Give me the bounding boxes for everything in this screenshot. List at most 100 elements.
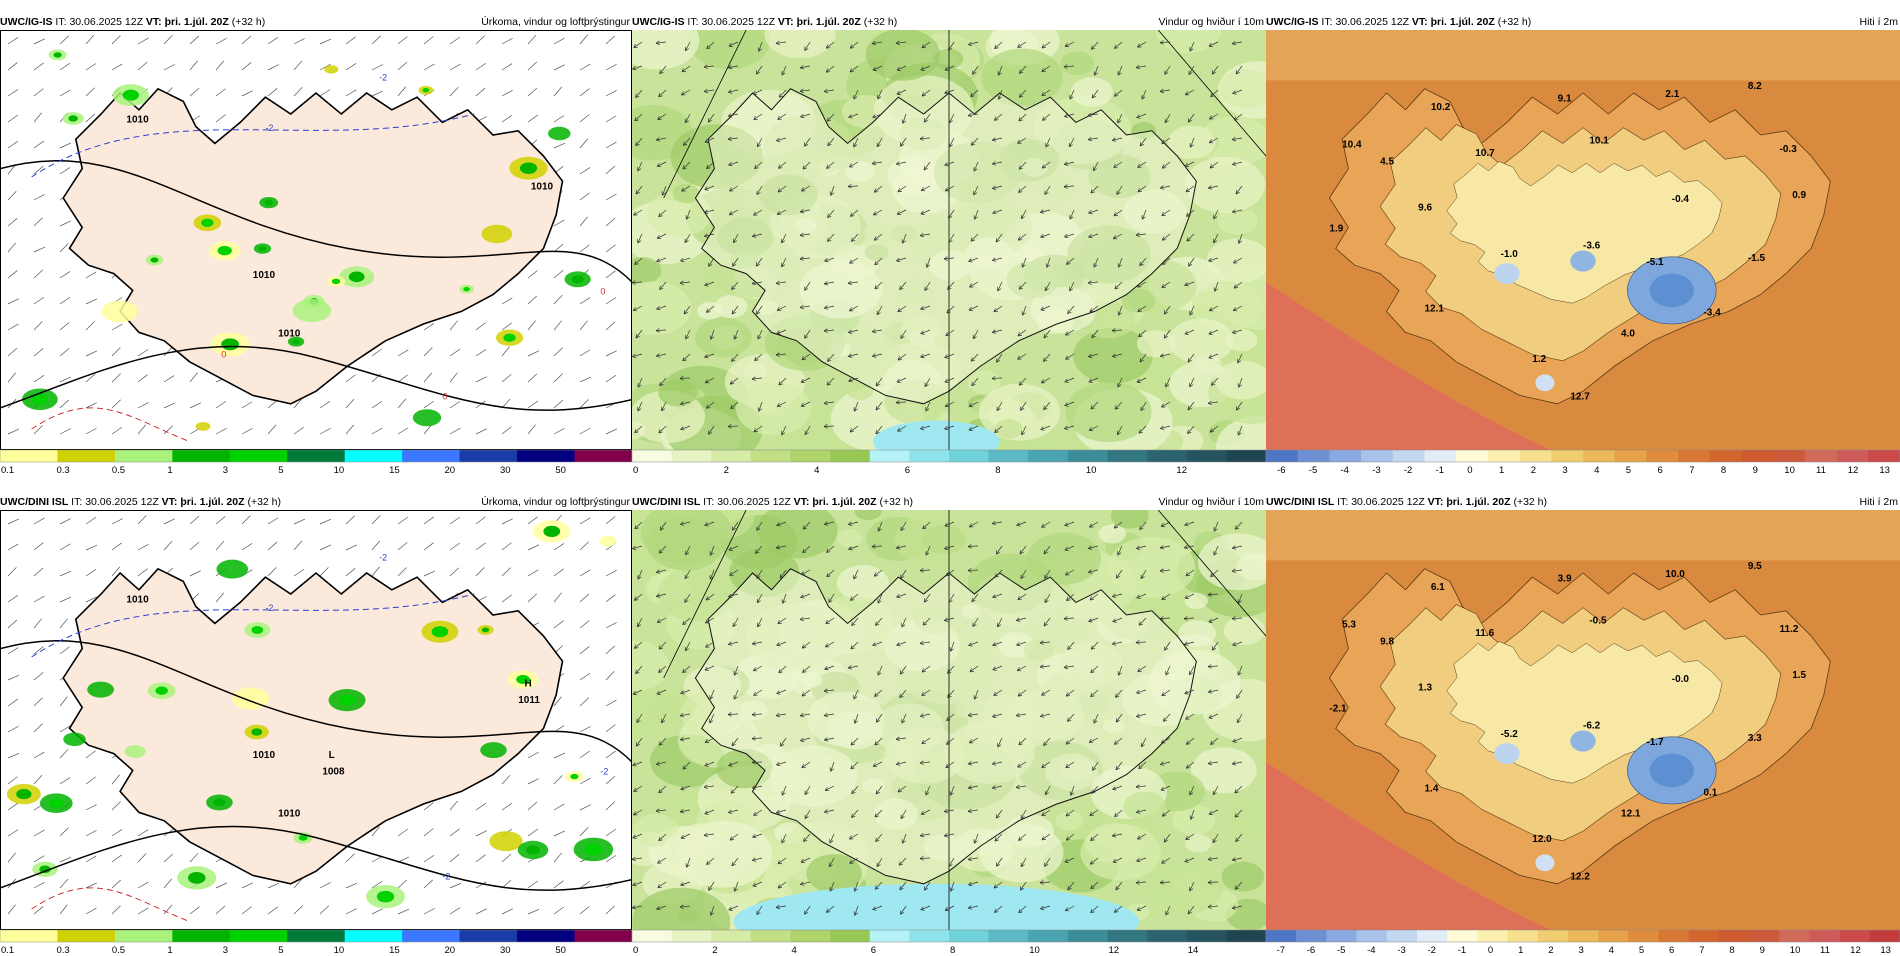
colorbar-tick-label: -6 <box>1307 945 1315 956</box>
colorbar-tick-label: 13 <box>1880 945 1891 956</box>
temperature-label: 1.4 <box>1425 783 1439 794</box>
it-value: 30.06.2025 12Z <box>69 16 143 28</box>
colorbar-swatch <box>909 450 949 462</box>
colorbar-swatch <box>751 930 791 942</box>
colorbar-tick-label: 0.3 <box>56 465 69 476</box>
colorbar-swatch <box>949 450 989 462</box>
colorbar-tick-label: 1 <box>1518 945 1523 956</box>
colorbar-tick-label: 50 <box>555 945 566 956</box>
temperature-label: -0.0 <box>1672 674 1690 685</box>
isotherm-label: -2 <box>379 552 387 562</box>
colorbar-tick-label: 2 <box>712 945 717 956</box>
temperature-label: -0.3 <box>1780 144 1798 155</box>
colorbar-tick-label: 11 <box>1820 945 1830 956</box>
vt-label: VT: <box>146 16 162 28</box>
colorbar-tick-label: 15 <box>389 945 400 956</box>
high-pressure-letter: H <box>525 678 532 689</box>
colorbar-tick-label: 11 <box>1816 465 1826 476</box>
temperature-label: 9.8 <box>1380 636 1394 647</box>
temperature-label: 12.7 <box>1570 392 1590 403</box>
colorbar-swatch <box>1779 930 1810 942</box>
colorbar-swatch <box>1108 930 1148 942</box>
colorbar-swatch <box>1108 450 1148 462</box>
isobar-label: 1010 <box>126 594 149 605</box>
colorbar-swatch <box>1068 930 1108 942</box>
colorbar-tick-label: 2 <box>1531 465 1536 476</box>
colorbar-swatch <box>230 930 288 942</box>
vt-value: þri. 1.júl. 20Z <box>797 16 861 28</box>
temperature-label: 1.9 <box>1329 224 1343 235</box>
colorbar-tick-label: 7 <box>1689 465 1694 476</box>
colorbar-tick-label: 9 <box>1753 465 1758 476</box>
panel-header: UWC/DINI ISL IT: 30.06.2025 12Z VT: þri.… <box>1266 494 1900 510</box>
isobar-label: 1010 <box>253 750 276 761</box>
low-pressure-letter: L <box>329 750 335 761</box>
vt-label: VT: <box>1412 16 1428 28</box>
colorbar-tick-label: -4 <box>1340 465 1348 476</box>
panel-header: UWC/DINI ISL IT: 30.06.2025 12Z VT: þri.… <box>0 494 632 510</box>
temperature-label: 3.9 <box>1558 573 1572 584</box>
colorbar-swatch <box>1773 450 1805 462</box>
vt-value: þri. 1.júl. 20Z <box>165 16 229 28</box>
colorbar-swatch <box>517 450 575 462</box>
colorbar-swatch <box>1870 930 1900 942</box>
colorbar-swatch <box>1538 930 1569 942</box>
temperature-label: 9.5 <box>1748 561 1762 572</box>
isotherm-label: -2 <box>600 767 608 777</box>
lead-time: (+32 h) <box>1498 16 1532 28</box>
temperature-label: -0.5 <box>1589 615 1607 626</box>
vt-value: þri. 1.júl. 20Z <box>812 496 876 508</box>
it-label: IT: <box>55 16 66 28</box>
model-name: UWC/DINI ISL <box>1266 496 1334 508</box>
it-value: 30.06.2025 12Z <box>1335 16 1409 28</box>
colorbar-tick-label: 10 <box>1790 945 1801 956</box>
colorbar-swatch <box>1387 930 1418 942</box>
colorbar-tick-label: 12 <box>1850 945 1861 956</box>
isotherm-label: -2 <box>442 872 450 882</box>
temperature-label: -1.7 <box>1646 737 1664 748</box>
colorbar-swatch <box>287 930 345 942</box>
lead-time: (+32 h) <box>879 496 913 508</box>
it-label: IT: <box>71 496 82 508</box>
colorbar-tick-label: 14 <box>1188 945 1199 956</box>
colorbar-tick-label: -3 <box>1372 465 1380 476</box>
temperature-label: 11.6 <box>1475 628 1494 639</box>
panel-header: UWC/DINI ISL IT: 30.06.2025 12Z VT: þri.… <box>632 494 1266 510</box>
colorbar-swatch <box>575 930 633 942</box>
colorbar-swatch <box>1226 450 1266 462</box>
temperature-label: 1.3 <box>1418 683 1432 694</box>
colorbar-tick-label: -1 <box>1436 465 1444 476</box>
temperature-label: -3.4 <box>1703 308 1721 319</box>
colorbar-swatch <box>1840 930 1871 942</box>
field-title: Hiti í 2m <box>1859 14 1898 30</box>
colorbar-swatch <box>460 450 518 462</box>
colorbar-swatch <box>0 450 58 462</box>
colorbar-tick-label: 30 <box>500 945 511 956</box>
temperature-label: 12.1 <box>1425 303 1445 314</box>
colorbar-swatch <box>1583 450 1615 462</box>
it-label: IT: <box>1321 16 1332 28</box>
low-pressure-value: 1008 <box>322 767 345 778</box>
colorbar-swatch <box>1710 450 1742 462</box>
model-name: UWC/IG-IS <box>0 16 53 28</box>
colorbar-tick-label: 0 <box>633 945 638 956</box>
temperature-label: -1.5 <box>1748 253 1766 264</box>
colorbar-tick-label: 5 <box>1626 465 1631 476</box>
colorbar-swatch <box>1689 930 1720 942</box>
colorbar-swatch <box>1417 930 1448 942</box>
isotherm-label: 0 <box>221 350 226 360</box>
panel-wind-row1: UWC/IG-IS IT: 30.06.2025 12Z VT: þri. 1.… <box>632 14 1266 466</box>
colorbar-swatch <box>632 930 672 942</box>
colorbar-tick-label: 7 <box>1699 945 1704 956</box>
temperature-label: 11.2 <box>1780 624 1799 635</box>
colorbar-tick-label: 9 <box>1760 945 1765 956</box>
colorbar-swatch <box>1615 450 1647 462</box>
colorbar-tick-label: 0.3 <box>56 945 69 956</box>
colorbar-tick-label: 4 <box>1609 945 1614 956</box>
colorbar-tick-label: 2 <box>724 465 729 476</box>
colorbar-swatch <box>517 930 575 942</box>
